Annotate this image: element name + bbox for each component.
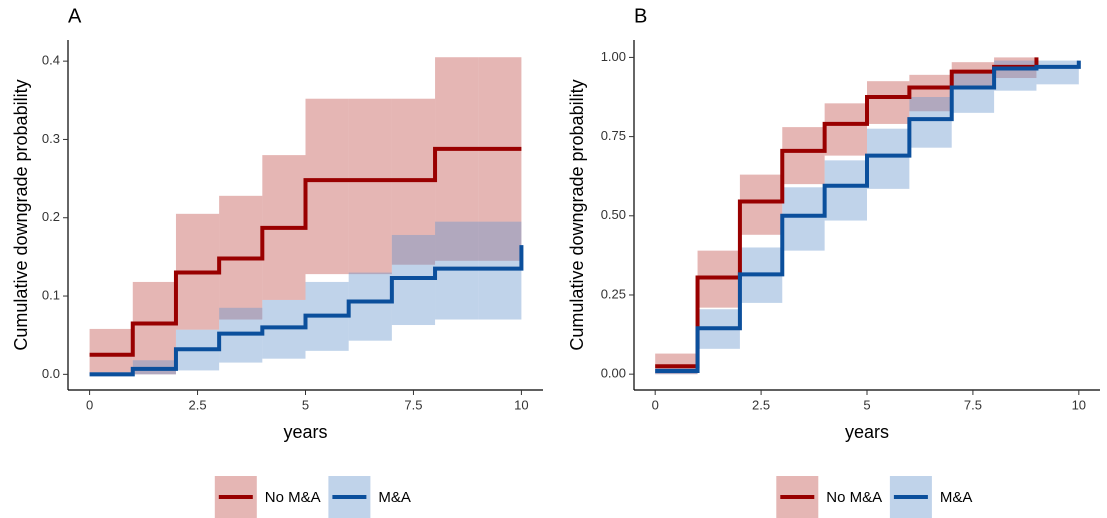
confidence-band [739, 174, 783, 235]
x-axis-title: years [845, 422, 889, 442]
confidence-band [951, 71, 995, 113]
x-tick-label: 2.5 [189, 397, 207, 412]
x-tick-label: 0 [652, 397, 659, 412]
confidence-band [867, 81, 910, 124]
y-tick-label: 0.50 [601, 207, 626, 222]
step-line [655, 60, 1081, 373]
y-axis-title: Cumulative downgrade probability [11, 79, 31, 350]
legend-label: M&A [940, 489, 973, 506]
legend-label: No M&A [265, 489, 321, 506]
x-tick-label: 7.5 [964, 397, 982, 412]
confidence-band [909, 97, 952, 148]
y-tick-label: 0.0 [42, 366, 60, 381]
step-line [89, 245, 524, 377]
x-tick-label: 10 [514, 397, 528, 412]
confidence-band [782, 187, 825, 251]
panel-title: B [634, 5, 647, 27]
confidence-band [782, 127, 825, 185]
legend-label: No M&A [826, 489, 882, 506]
confidence-band [1036, 60, 1079, 85]
y-tick-label: 0.3 [42, 131, 60, 146]
confidence-band [305, 98, 349, 275]
y-tick-label: 0.75 [601, 128, 626, 143]
confidence-band [824, 103, 867, 156]
confidence-band [909, 74, 952, 112]
x-tick-label: 10 [1072, 397, 1086, 412]
y-tick-label: 0.1 [42, 287, 60, 302]
x-tick-label: 7.5 [404, 397, 422, 412]
confidence-band [348, 272, 392, 341]
x-tick-label: 5 [302, 397, 309, 412]
step-line [89, 146, 522, 357]
x-tick-label: 5 [863, 397, 870, 412]
x-axis-title: years [283, 422, 327, 442]
y-tick-label: 0.00 [601, 366, 626, 381]
y-tick-label: 0.4 [42, 53, 60, 68]
confidence-band [951, 62, 995, 90]
y-tick-label: 1.00 [601, 49, 626, 64]
confidence-band [348, 98, 392, 275]
y-tick-label: 0.2 [42, 209, 60, 224]
legend-label: M&A [378, 489, 411, 506]
panel-title: A [68, 5, 82, 27]
y-axis-title: Cumulative downgrade probability [567, 79, 587, 350]
y-tick-label: 0.25 [601, 286, 626, 301]
x-tick-label: 2.5 [752, 397, 770, 412]
confidence-band [132, 281, 176, 375]
confidence-band [824, 160, 867, 221]
confidence-band [435, 57, 479, 261]
x-tick-label: 0 [86, 397, 93, 412]
confidence-band [478, 57, 522, 261]
confidence-band [867, 128, 910, 189]
confidence-band [89, 328, 133, 375]
